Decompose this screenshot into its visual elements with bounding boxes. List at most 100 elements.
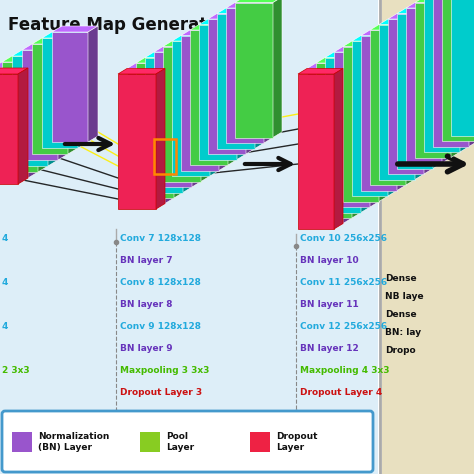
Polygon shape [199,25,237,159]
Polygon shape [361,52,370,212]
Polygon shape [0,0,378,474]
Polygon shape [172,36,219,41]
Polygon shape [136,63,174,198]
Polygon shape [163,46,201,182]
Polygon shape [388,19,424,174]
Polygon shape [343,46,379,201]
FancyBboxPatch shape [2,411,373,472]
Polygon shape [415,0,460,2]
Polygon shape [433,8,442,168]
Text: Dropo: Dropo [385,346,416,355]
Polygon shape [190,30,228,165]
Polygon shape [217,8,264,13]
Polygon shape [156,69,165,209]
Polygon shape [217,13,255,148]
Text: Dropout Layer 3: Dropout Layer 3 [120,388,202,397]
Polygon shape [370,46,379,207]
Polygon shape [228,25,237,165]
Text: Maxpooling 4 3x3: Maxpooling 4 3x3 [300,366,390,375]
Text: BN: lay: BN: lay [385,328,421,337]
Polygon shape [32,38,78,44]
Polygon shape [397,13,433,168]
Polygon shape [307,63,352,69]
Polygon shape [397,8,442,13]
Polygon shape [145,57,183,192]
Polygon shape [208,19,246,154]
Polygon shape [442,0,474,141]
Polygon shape [78,32,88,148]
Polygon shape [469,0,474,146]
Text: BN layer 9: BN layer 9 [120,344,173,353]
Bar [250,432,270,452]
Polygon shape [210,36,219,176]
Polygon shape [154,46,201,52]
Polygon shape [181,30,228,36]
Polygon shape [22,50,58,160]
Polygon shape [190,25,237,30]
Polygon shape [433,0,469,146]
Polygon shape [0,74,18,184]
Polygon shape [118,69,165,74]
Polygon shape [334,52,370,207]
Text: Conv 10 256x256: Conv 10 256x256 [300,234,387,243]
Polygon shape [361,36,397,191]
Polygon shape [48,50,58,166]
Polygon shape [388,36,397,196]
Polygon shape [18,68,28,184]
Polygon shape [172,41,210,176]
Polygon shape [370,25,415,30]
Polygon shape [370,30,406,185]
Polygon shape [226,8,264,143]
Polygon shape [52,26,98,32]
Text: Normalization
(BN) Layer: Normalization (BN) Layer [38,432,109,452]
Polygon shape [52,32,88,142]
Polygon shape [334,69,343,229]
Polygon shape [0,62,38,68]
Polygon shape [307,69,343,224]
Polygon shape [325,52,370,57]
Polygon shape [208,13,255,19]
Polygon shape [352,41,388,196]
Polygon shape [201,41,210,182]
Polygon shape [246,13,255,154]
Text: BN layer 8: BN layer 8 [120,300,173,309]
Polygon shape [165,63,174,203]
Polygon shape [42,32,88,38]
Polygon shape [118,74,156,209]
Polygon shape [298,74,334,229]
Polygon shape [352,57,361,218]
Polygon shape [352,36,397,41]
Text: Feature Map Generator: Feature Map Generator [8,16,227,34]
Text: Conv 12 256x256: Conv 12 256x256 [300,322,387,331]
Text: Maxpooling 3 3x3: Maxpooling 3 3x3 [120,366,210,375]
Polygon shape [136,57,183,63]
Text: Conv 11 256x256: Conv 11 256x256 [300,278,387,287]
Polygon shape [273,0,282,137]
Polygon shape [343,63,352,224]
Polygon shape [424,13,433,174]
Polygon shape [406,25,415,185]
Polygon shape [255,8,264,148]
Polygon shape [379,25,415,180]
Polygon shape [18,68,28,184]
Text: Conv 8 128x128: Conv 8 128x128 [120,278,201,287]
Polygon shape [12,56,48,166]
Polygon shape [361,30,406,36]
Polygon shape [325,57,361,212]
Polygon shape [0,74,18,184]
Polygon shape [0,68,28,74]
Polygon shape [174,57,183,198]
Bar [154,139,176,174]
Polygon shape [32,44,68,154]
Polygon shape [2,56,48,62]
Polygon shape [298,74,334,229]
Text: Conv 9 128x128: Conv 9 128x128 [120,322,201,331]
Polygon shape [22,44,68,50]
Polygon shape [192,46,201,187]
Polygon shape [163,41,210,46]
Polygon shape [0,68,28,178]
Polygon shape [415,2,451,157]
Polygon shape [88,26,98,142]
Polygon shape [181,36,219,171]
Bar [140,432,160,452]
